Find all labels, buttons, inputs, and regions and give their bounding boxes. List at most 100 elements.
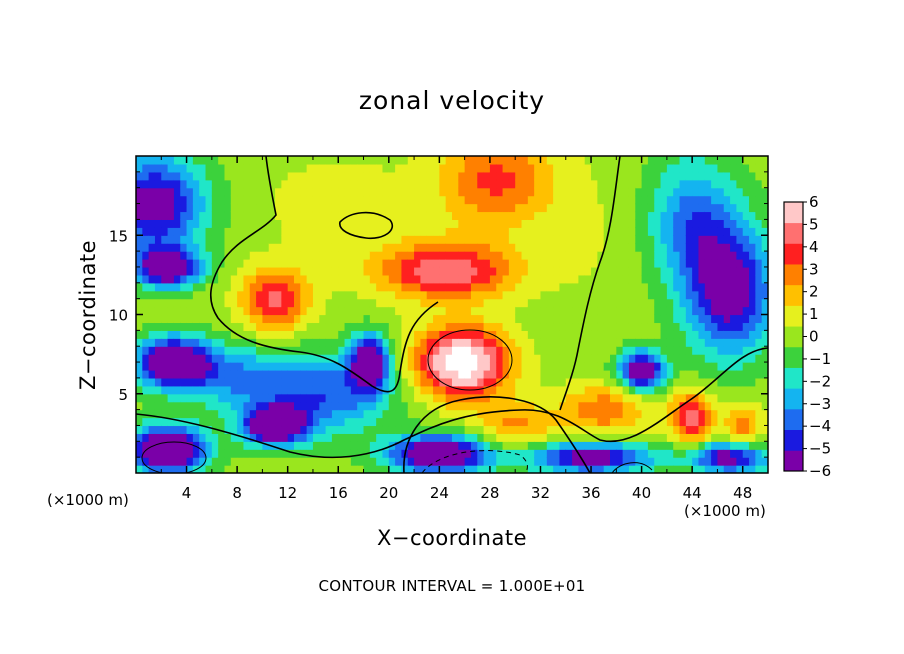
heat-cell <box>224 219 232 228</box>
heat-cell <box>325 465 333 473</box>
heat-cell <box>186 203 194 213</box>
heat-cell <box>591 306 598 316</box>
heat-cell <box>433 465 440 473</box>
heat-cell <box>331 227 339 236</box>
heat-cell <box>426 227 434 236</box>
heat-cell <box>692 314 700 324</box>
heat-cell <box>534 449 542 458</box>
heat-cell <box>148 393 156 403</box>
heat-cell <box>357 203 365 213</box>
x-tick-label: 40 <box>632 484 651 502</box>
heat-cell <box>300 385 308 395</box>
heat-cell <box>224 433 232 442</box>
heat-cell <box>698 195 706 205</box>
heat-cell <box>685 211 693 220</box>
heat-cell <box>704 219 712 228</box>
heat-cell <box>287 457 295 466</box>
heat-cell <box>572 290 579 300</box>
heat-cell <box>654 298 662 308</box>
heat-cell <box>704 425 712 434</box>
heat-cell <box>142 156 150 165</box>
heat-cell <box>445 362 453 371</box>
heat-cell <box>464 163 472 173</box>
heat-cell <box>433 259 440 268</box>
heat-cell <box>654 465 662 473</box>
heat-cell <box>237 393 245 403</box>
heat-cell <box>331 282 339 292</box>
heat-cell <box>704 457 712 466</box>
heat-cell <box>673 171 681 181</box>
heat-cell <box>515 314 523 324</box>
heat-cell <box>414 251 421 260</box>
heat-cell <box>331 195 339 205</box>
heat-cell <box>237 441 245 450</box>
heat-cell <box>439 465 447 473</box>
heat-cell <box>275 274 282 284</box>
heat-cell <box>319 362 327 371</box>
heat-cell <box>673 322 681 331</box>
heat-cell <box>730 369 737 379</box>
heat-cell <box>578 259 586 268</box>
heat-cell <box>287 449 295 458</box>
heat-cell <box>173 195 181 205</box>
heat-cell <box>685 290 693 300</box>
heat-cell <box>578 266 586 276</box>
heat-cell <box>711 187 719 197</box>
heat-cell <box>698 314 706 324</box>
heat-cell <box>534 219 542 228</box>
heat-cell <box>154 235 162 244</box>
heat-cell <box>445 195 453 205</box>
contour-line <box>421 450 528 473</box>
heat-cell <box>205 401 213 411</box>
heat-cell <box>673 330 681 339</box>
heat-cell <box>186 330 194 339</box>
heat-cell <box>199 465 207 473</box>
heat-cell <box>256 338 263 347</box>
heat-cell <box>704 362 712 371</box>
heat-cell <box>312 362 320 371</box>
heat-cell <box>376 322 384 331</box>
heat-cell <box>382 441 390 450</box>
heat-cell <box>142 203 150 213</box>
heat-cell <box>641 259 649 268</box>
heat-cell <box>173 346 181 355</box>
heat-cell <box>420 441 428 450</box>
heat-cell <box>464 433 472 442</box>
heat-cell <box>496 322 504 331</box>
heat-cell <box>622 377 630 387</box>
heat-cell <box>736 211 744 220</box>
heat-cell <box>249 441 257 450</box>
heat-cell <box>319 227 327 236</box>
heat-cell <box>521 441 529 450</box>
heat-cell <box>540 235 548 244</box>
heat-cell <box>603 227 611 236</box>
heat-cell <box>742 417 750 427</box>
heat-cell <box>294 314 301 324</box>
heat-cell <box>685 314 693 324</box>
heat-cell <box>369 243 377 252</box>
heat-cell <box>502 187 510 197</box>
heat-cell <box>142 401 150 411</box>
heat-cell <box>559 179 567 189</box>
heat-cell <box>294 465 301 473</box>
heat-cell <box>136 259 143 268</box>
heat-cell <box>319 401 327 411</box>
heat-cell <box>540 354 548 363</box>
heat-cell <box>685 298 693 308</box>
heat-cell <box>464 306 472 316</box>
heat-cell <box>199 243 207 252</box>
heat-cell <box>730 433 737 442</box>
heat-cell <box>420 338 428 347</box>
heat-cell <box>205 251 213 260</box>
heat-cell <box>666 338 674 347</box>
heat-cell <box>192 266 200 276</box>
heat-cell <box>666 346 674 355</box>
heat-cell <box>502 227 510 236</box>
heat-cell <box>496 306 504 316</box>
heat-cell <box>628 417 636 427</box>
heat-cell <box>161 346 169 355</box>
heat-cell <box>584 354 592 363</box>
heat-cell <box>603 465 611 473</box>
heat-cell <box>628 203 636 213</box>
heat-cell <box>357 156 365 165</box>
